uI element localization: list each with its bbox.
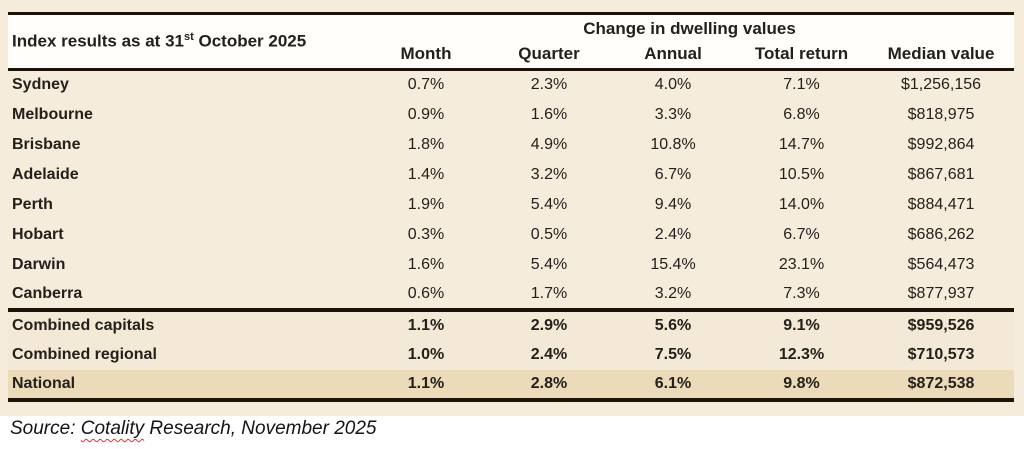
capital-city-rows: Sydney 0.7% 2.3% 4.0% 7.1% $1,256,156 Me…: [8, 70, 1014, 310]
cell-annual: 5.6%: [611, 309, 735, 340]
table-title-suffix: October 2025: [193, 31, 307, 51]
dwelling-values-table: Index results as at 31st October 2025 Ch…: [8, 12, 1015, 402]
cell-annual: 4.0%: [654, 76, 692, 94]
region-name: Adelaide: [12, 165, 79, 183]
cell-month: 1.0%: [365, 339, 487, 370]
cell-median-value: $959,526: [868, 309, 1015, 340]
cell-total-return: 6.7%: [783, 225, 820, 243]
table-row-canberra: Canberra 0.6% 1.7% 3.2% 7.3% $877,937: [8, 280, 1014, 310]
cell-total-return: 14.7%: [778, 135, 825, 153]
table-row-melbourne: Melbourne 0.9% 1.6% 3.3% 6.8% $818,975: [8, 100, 1014, 130]
region-name: Brisbane: [12, 135, 81, 153]
cell-quarter: 5.4%: [530, 195, 568, 213]
cell-quarter: 2.9%: [487, 309, 611, 340]
column-header-median-value: Median value: [868, 39, 1015, 71]
cell-total-return: 12.3%: [735, 339, 868, 370]
cell-total-return: 7.1%: [783, 76, 820, 94]
table-row-perth: Perth 1.9% 5.4% 9.4% 14.0% $884,471: [8, 190, 1014, 220]
cell-median-value: $564,473: [907, 255, 975, 273]
column-header-month: Month: [365, 39, 487, 71]
cell-total-return: 14.0%: [778, 195, 825, 213]
cell-quarter: 1.6%: [530, 105, 568, 123]
column-header-quarter: Quarter: [487, 39, 611, 71]
table-header: Index results as at 31st October 2025 Ch…: [8, 13, 1015, 71]
cell-quarter: 0.5%: [530, 225, 568, 243]
cell-annual: 6.7%: [654, 165, 692, 183]
table-row-sydney: Sydney 0.7% 2.3% 4.0% 7.1% $1,256,156: [8, 70, 1014, 100]
cell-quarter: 2.3%: [530, 76, 568, 94]
table-title: Index results as at 31st October 2025: [8, 13, 365, 71]
summary-rows: Combined capitals 1.1% 2.9% 5.6% 9.1% $9…: [8, 309, 1015, 400]
table-row-hobart: Hobart 0.3% 0.5% 2.4% 6.7% $686,262: [8, 220, 1014, 250]
region-name: Sydney: [12, 76, 69, 94]
cell-median-value: $867,681: [907, 165, 975, 183]
group-header-row: Index results as at 31st October 2025 Ch…: [8, 13, 1015, 71]
cell-median-value: $992,864: [907, 135, 975, 153]
table-row-national: National 1.1% 2.8% 6.1% 9.8% $872,538: [8, 369, 1015, 400]
region-name: Hobart: [12, 225, 64, 243]
cell-month: 1.9%: [407, 195, 445, 213]
cell-median-value: $884,471: [907, 195, 975, 213]
cell-total-return: 9.8%: [735, 369, 868, 400]
cell-annual: 6.1%: [611, 369, 735, 400]
cell-median-value: $1,256,156: [900, 76, 982, 94]
region-name: National: [8, 369, 365, 400]
cell-annual: 3.3%: [654, 105, 692, 123]
cell-annual: 7.5%: [611, 339, 735, 370]
cell-median-value: $818,975: [907, 105, 975, 123]
region-name: Melbourne: [12, 105, 93, 123]
cell-month: 0.3%: [407, 225, 445, 243]
region-name: Perth: [12, 195, 53, 213]
region-name: Canberra: [12, 284, 83, 302]
cell-annual: 15.4%: [650, 255, 696, 273]
cell-month: 0.7%: [407, 76, 445, 94]
column-header-annual: Annual: [611, 39, 735, 71]
source-prefix: Source:: [10, 418, 81, 439]
group-header-change-in-dwelling-values: Change in dwelling values: [365, 13, 1015, 40]
cell-month: 0.9%: [407, 105, 445, 123]
cell-month: 1.1%: [365, 309, 487, 340]
cell-quarter: 4.9%: [530, 135, 568, 153]
cell-total-return: 6.8%: [783, 105, 820, 123]
cell-total-return: 9.1%: [735, 309, 868, 340]
cell-median-value: $872,538: [868, 369, 1015, 400]
cell-median-value: $710,573: [868, 339, 1015, 370]
cell-month: 1.6%: [407, 255, 445, 273]
source-citation: Source: Cotality Research, November 2025: [10, 418, 376, 440]
table-title-superscript: st: [183, 31, 194, 44]
cell-total-return: 7.3%: [783, 284, 820, 302]
cell-annual: 9.4%: [654, 195, 692, 213]
table-row-combined-capitals: Combined capitals 1.1% 2.9% 5.6% 9.1% $9…: [8, 309, 1015, 340]
table-row-adelaide: Adelaide 1.4% 3.2% 6.7% 10.5% $867,681: [8, 160, 1014, 190]
region-name: Combined capitals: [8, 309, 365, 340]
column-header-row: Month Quarter Annual Total return Median…: [8, 39, 1015, 71]
cell-month: 1.8%: [407, 135, 445, 153]
cell-month: 1.4%: [407, 165, 445, 183]
cell-quarter: 1.7%: [530, 284, 568, 302]
cell-annual: 10.8%: [650, 135, 696, 153]
cell-annual: 2.4%: [654, 225, 692, 243]
cell-annual: 3.2%: [654, 284, 692, 302]
cell-total-return: 23.1%: [778, 255, 825, 273]
cell-total-return: 10.5%: [778, 165, 825, 183]
cell-median-value: $686,262: [907, 225, 975, 243]
table-row-darwin: Darwin 1.6% 5.4% 15.4% 23.1% $564,473: [8, 250, 1014, 280]
region-name: Combined regional: [8, 339, 365, 370]
table-row-brisbane: Brisbane 1.8% 4.9% 10.8% 14.7% $992,864: [8, 130, 1014, 160]
cell-median-value: $877,937: [907, 284, 975, 302]
source-suffix: Research, November 2025: [144, 418, 377, 439]
cell-quarter: 2.4%: [487, 339, 611, 370]
column-header-total-return: Total return: [735, 39, 868, 71]
table-row-combined-regional: Combined regional 1.0% 2.4% 7.5% 12.3% $…: [8, 339, 1015, 370]
cell-quarter: 3.2%: [530, 165, 568, 183]
cell-quarter: 2.8%: [487, 369, 611, 400]
cell-month: 0.6%: [407, 284, 445, 302]
cell-quarter: 5.4%: [530, 255, 568, 273]
cell-month: 1.1%: [365, 369, 487, 400]
table-title-prefix: Index results as at 31: [12, 31, 184, 51]
region-name: Darwin: [12, 255, 66, 273]
source-word-cotality: Cotality: [80, 418, 145, 439]
